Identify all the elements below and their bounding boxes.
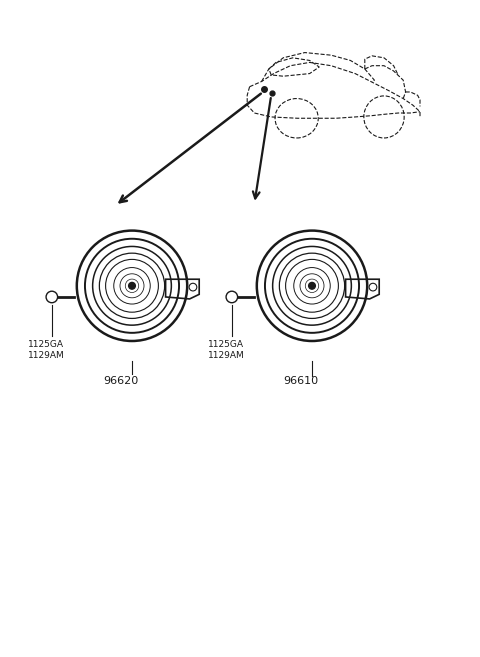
Text: 96620: 96620 [103, 376, 138, 386]
Circle shape [309, 283, 315, 289]
Text: 1125GA
1129AM: 1125GA 1129AM [28, 340, 65, 360]
Text: 96610: 96610 [283, 376, 318, 386]
Circle shape [129, 283, 135, 289]
Text: 1125GA
1129AM: 1125GA 1129AM [208, 340, 245, 360]
